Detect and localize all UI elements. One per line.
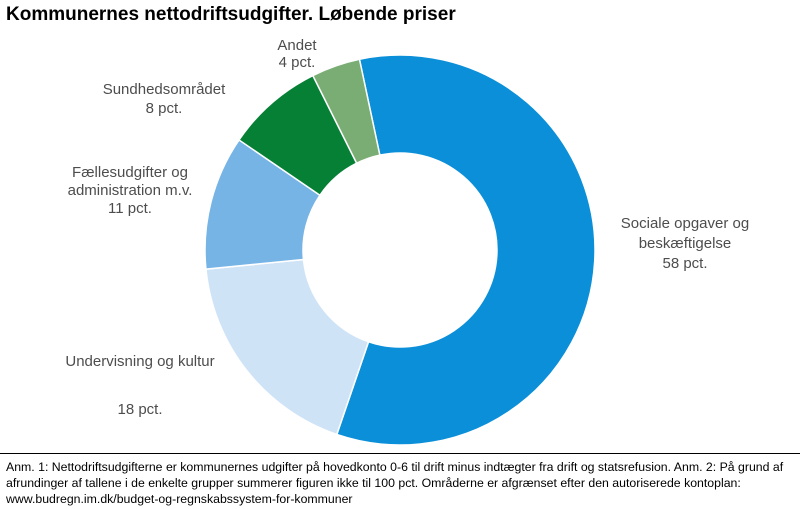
slice-label-line: Sundhedsområdet	[103, 81, 226, 98]
slice-labels: Sociale opgaver og beskæftigelse 58 pct. Un…	[65, 37, 749, 418]
slice-label-line: Andet	[277, 37, 317, 54]
donut-chart: Sociale opgaver og beskæftigelse 58 pct. Un…	[65, 37, 749, 446]
slice-label-line: Fællesudgifter og	[72, 164, 188, 181]
slice-label-line: 58 pct.	[662, 255, 707, 272]
slice-label: Sundhedsområdet 8 pct.	[103, 81, 226, 117]
slice-label-line: Undervisning og kultur	[65, 353, 214, 370]
donut-slices	[204, 54, 596, 446]
slice-label-line: beskæftigelse	[639, 235, 732, 252]
slice-label-line: 4 pct.	[279, 54, 316, 71]
slice-label-line: administration m.v.	[68, 182, 193, 199]
donut-slice	[205, 258, 370, 436]
slice-label-line: 11 pct.	[108, 200, 152, 217]
donut-slice	[335, 54, 596, 446]
slice-label: Fællesudgifter og administration m.v. 11 p…	[68, 164, 193, 217]
chart-title: Kommunernes nettodriftsudgifter. Løbende…	[6, 4, 456, 25]
slice-label: Sociale opgaver og beskæftigelse 58 pct.	[621, 215, 749, 272]
slice-label: Andet 4 pct.	[277, 37, 317, 71]
slice-label-line: Sociale opgaver og	[621, 215, 749, 232]
slice-label-line: 8 pct.	[146, 100, 183, 117]
slice-label: Undervisning og kultur 18 pct.	[65, 353, 214, 418]
footnote: Anm. 1: Nettodriftsudgifterne er kommune…	[6, 460, 784, 506]
donut-slice	[311, 58, 381, 165]
slice-label-line: 18 pct.	[117, 401, 162, 418]
note-divider	[0, 453, 800, 454]
